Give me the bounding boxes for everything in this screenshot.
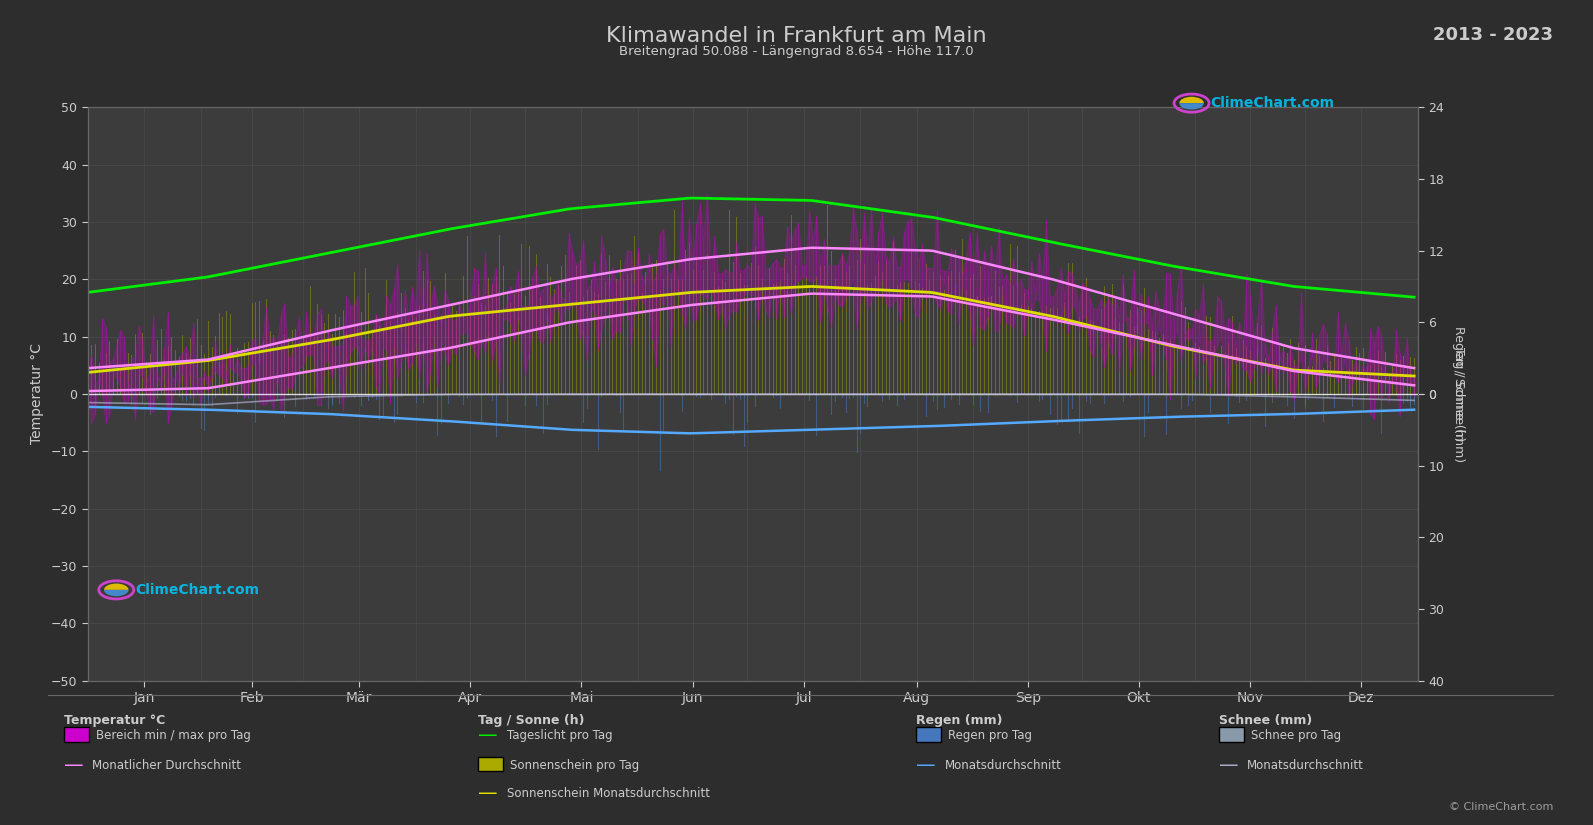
Text: ClimeChart.com: ClimeChart.com	[1211, 97, 1335, 111]
Text: —: —	[64, 756, 83, 776]
Text: Tag / Sonne (h): Tag / Sonne (h)	[478, 714, 585, 727]
Text: Sonnenschein Monatsdurchschnitt: Sonnenschein Monatsdurchschnitt	[507, 787, 709, 800]
Y-axis label: Tag / Sonne (h): Tag / Sonne (h)	[1451, 346, 1466, 441]
Text: Schnee pro Tag: Schnee pro Tag	[1251, 729, 1341, 742]
Text: —: —	[478, 726, 497, 746]
Text: Tageslicht pro Tag: Tageslicht pro Tag	[507, 729, 612, 742]
Text: Regen pro Tag: Regen pro Tag	[948, 729, 1032, 742]
Text: Monatsdurchschnitt: Monatsdurchschnitt	[1247, 759, 1364, 772]
Y-axis label: Regen / Schnee (mm): Regen / Schnee (mm)	[1451, 326, 1466, 462]
Text: Sonnenschein pro Tag: Sonnenschein pro Tag	[510, 759, 639, 772]
Text: Monatsdurchschnitt: Monatsdurchschnitt	[945, 759, 1061, 772]
Text: ClimeChart.com: ClimeChart.com	[135, 583, 260, 597]
Text: Temperatur °C: Temperatur °C	[64, 714, 166, 727]
Text: —: —	[1219, 756, 1238, 776]
Text: —: —	[916, 756, 935, 776]
Y-axis label: Temperatur °C: Temperatur °C	[30, 343, 43, 445]
Text: Bereich min / max pro Tag: Bereich min / max pro Tag	[96, 729, 250, 742]
Text: Regen (mm): Regen (mm)	[916, 714, 1002, 727]
Text: © ClimeChart.com: © ClimeChart.com	[1448, 802, 1553, 812]
Text: Klimawandel in Frankfurt am Main: Klimawandel in Frankfurt am Main	[607, 26, 986, 46]
Text: Schnee (mm): Schnee (mm)	[1219, 714, 1313, 727]
Text: 2013 - 2023: 2013 - 2023	[1434, 26, 1553, 45]
Text: Breitengrad 50.088 - Längengrad 8.654 - Höhe 117.0: Breitengrad 50.088 - Längengrad 8.654 - …	[620, 45, 973, 59]
Text: Monatlicher Durchschnitt: Monatlicher Durchschnitt	[92, 759, 242, 772]
Text: —: —	[478, 784, 497, 804]
